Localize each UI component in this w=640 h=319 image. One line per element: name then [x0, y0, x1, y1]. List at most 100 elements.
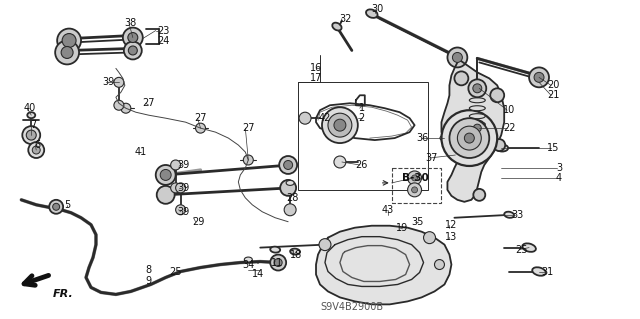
Ellipse shape	[469, 98, 485, 103]
Text: 6: 6	[34, 140, 40, 150]
Text: 14: 14	[252, 270, 264, 279]
Circle shape	[243, 155, 253, 165]
Text: 21: 21	[547, 90, 559, 100]
Circle shape	[534, 72, 544, 82]
Circle shape	[57, 29, 81, 52]
Circle shape	[334, 119, 346, 131]
Polygon shape	[442, 58, 504, 202]
Circle shape	[157, 186, 175, 204]
Ellipse shape	[532, 267, 546, 276]
Text: 25: 25	[515, 245, 527, 255]
Ellipse shape	[28, 112, 35, 118]
Circle shape	[449, 118, 489, 158]
Text: 39: 39	[177, 183, 189, 193]
Circle shape	[270, 255, 286, 271]
Bar	[392, 168, 442, 203]
Text: 41: 41	[134, 147, 147, 157]
Circle shape	[412, 187, 417, 193]
Text: 2: 2	[358, 113, 365, 123]
Text: 34: 34	[242, 260, 255, 270]
Circle shape	[490, 88, 504, 102]
Text: 19: 19	[396, 223, 408, 233]
Text: 29: 29	[193, 217, 205, 227]
Circle shape	[334, 156, 346, 168]
Text: 16: 16	[310, 63, 322, 73]
Text: 1: 1	[359, 103, 365, 113]
Circle shape	[454, 71, 468, 85]
Circle shape	[280, 180, 296, 196]
Circle shape	[55, 41, 79, 64]
Text: 43: 43	[381, 205, 394, 215]
Circle shape	[28, 142, 44, 158]
Circle shape	[465, 133, 474, 143]
Text: 10: 10	[503, 105, 515, 115]
Text: 27: 27	[195, 113, 207, 123]
Circle shape	[284, 204, 296, 216]
Text: 3: 3	[556, 163, 562, 173]
Circle shape	[32, 146, 40, 154]
Text: B-30: B-30	[402, 173, 429, 183]
Text: 17: 17	[310, 73, 322, 83]
Text: 36: 36	[417, 133, 429, 143]
Text: S9V4B2900B: S9V4B2900B	[320, 302, 383, 312]
Text: 18: 18	[290, 249, 302, 260]
Circle shape	[62, 33, 76, 48]
Circle shape	[474, 189, 485, 201]
Circle shape	[49, 200, 63, 214]
Ellipse shape	[286, 181, 294, 185]
Ellipse shape	[366, 9, 378, 18]
Text: 26: 26	[356, 160, 368, 170]
Circle shape	[274, 259, 282, 267]
Circle shape	[128, 33, 138, 42]
Circle shape	[408, 183, 422, 197]
Circle shape	[22, 126, 40, 144]
Circle shape	[447, 48, 467, 67]
Text: 28: 28	[286, 193, 298, 203]
Text: 9: 9	[146, 277, 152, 286]
Text: 35: 35	[412, 217, 424, 227]
Polygon shape	[316, 226, 451, 304]
Circle shape	[435, 260, 444, 270]
Ellipse shape	[496, 145, 508, 152]
Text: 32: 32	[340, 14, 352, 24]
Circle shape	[114, 78, 124, 87]
Circle shape	[123, 27, 143, 48]
Circle shape	[328, 113, 352, 137]
Text: 23: 23	[157, 26, 170, 35]
Text: 25: 25	[170, 266, 182, 277]
Circle shape	[424, 232, 435, 244]
Circle shape	[299, 112, 311, 124]
Text: 42: 42	[319, 113, 331, 123]
Circle shape	[458, 126, 481, 150]
Ellipse shape	[440, 136, 447, 141]
Circle shape	[412, 175, 417, 181]
Ellipse shape	[290, 249, 300, 255]
Text: 31: 31	[541, 266, 553, 277]
Circle shape	[196, 123, 205, 133]
Circle shape	[408, 171, 422, 185]
Ellipse shape	[332, 23, 342, 31]
Text: 39: 39	[177, 207, 189, 217]
Circle shape	[474, 124, 481, 132]
Bar	[298, 82, 428, 190]
Circle shape	[468, 79, 486, 97]
Text: 38: 38	[125, 18, 137, 28]
Text: 7: 7	[30, 120, 36, 130]
Circle shape	[175, 205, 186, 215]
Circle shape	[52, 203, 60, 210]
Circle shape	[156, 165, 175, 185]
Ellipse shape	[522, 243, 536, 252]
Text: 11: 11	[271, 257, 284, 268]
Circle shape	[319, 239, 331, 251]
Circle shape	[26, 130, 36, 140]
Ellipse shape	[504, 212, 514, 218]
Text: 5: 5	[64, 200, 70, 210]
Circle shape	[124, 41, 142, 59]
Text: 4: 4	[556, 173, 562, 183]
Text: 33: 33	[511, 210, 524, 220]
Ellipse shape	[469, 106, 485, 111]
Circle shape	[452, 52, 462, 63]
Text: 39: 39	[103, 77, 115, 87]
Circle shape	[279, 156, 297, 174]
Text: 20: 20	[547, 80, 559, 90]
